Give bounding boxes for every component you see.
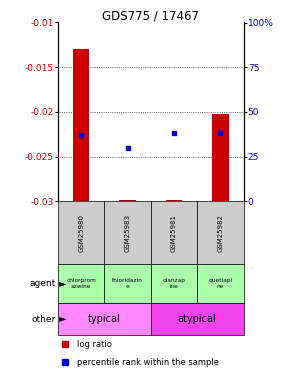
Text: percentile rank within the sample: percentile rank within the sample — [77, 358, 219, 367]
Text: olanzap
ine: olanzap ine — [162, 278, 186, 289]
Bar — [58, 201, 104, 264]
Bar — [104, 264, 151, 303]
Text: GSM25983: GSM25983 — [125, 214, 130, 252]
Bar — [151, 201, 197, 264]
Text: agent: agent — [30, 279, 56, 288]
Text: chlorprom
azwine: chlorprom azwine — [66, 278, 96, 289]
Bar — [197, 201, 244, 264]
Text: quetiapi
ne: quetiapi ne — [208, 278, 233, 289]
Text: thioridazin
e: thioridazin e — [112, 278, 143, 289]
Title: GDS775 / 17467: GDS775 / 17467 — [102, 9, 199, 22]
Text: other: other — [32, 315, 56, 324]
Text: GSM25981: GSM25981 — [171, 214, 177, 252]
Bar — [58, 303, 151, 336]
Text: GSM25982: GSM25982 — [218, 214, 223, 252]
Text: log ratio: log ratio — [77, 340, 111, 349]
Bar — [151, 264, 197, 303]
Text: GSM25980: GSM25980 — [78, 214, 84, 252]
Text: ►: ► — [56, 314, 67, 324]
Bar — [58, 264, 104, 303]
Bar — [166, 200, 182, 201]
Bar — [212, 114, 229, 201]
Bar — [73, 50, 89, 201]
Bar — [104, 201, 151, 264]
Text: typical: typical — [88, 314, 121, 324]
Bar — [151, 303, 244, 336]
Text: ►: ► — [56, 279, 67, 289]
Bar — [119, 200, 136, 201]
Text: atypical: atypical — [178, 314, 217, 324]
Bar — [197, 264, 244, 303]
